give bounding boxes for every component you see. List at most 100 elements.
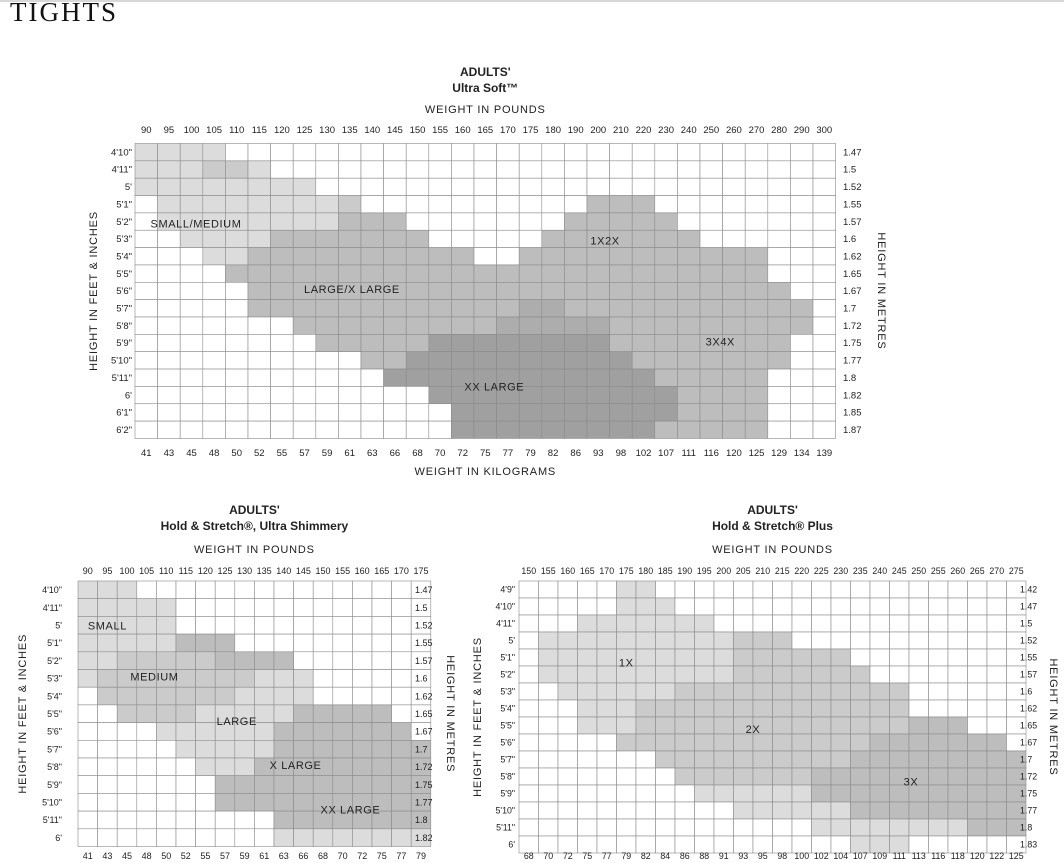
grid-cell (811, 716, 832, 735)
grid-cell (391, 793, 412, 812)
height-ft-tick-label: 5'5" (47, 709, 62, 719)
grid-cell (116, 793, 138, 812)
grid-cell (564, 299, 588, 318)
grid-cell (586, 420, 610, 439)
grid-cell (195, 722, 216, 741)
grid-cell (928, 716, 949, 735)
grid-cell (247, 368, 271, 387)
grid-cell (234, 810, 255, 830)
grid-cell (790, 143, 814, 162)
grid-cell (635, 597, 656, 616)
kilograms-tick-label: 70 (543, 851, 553, 861)
grid-cell (790, 368, 814, 387)
height-ft-tick-label: 4'11" (112, 165, 132, 176)
grid-cell (214, 828, 236, 847)
grid-cell (312, 704, 334, 723)
grid-cell (518, 351, 543, 370)
pounds-tick-label: 175 (413, 566, 428, 576)
pounds-tick-label: 240 (681, 125, 697, 136)
grid-cell (473, 299, 497, 318)
grid-cell (77, 757, 98, 777)
grid-cell (175, 793, 196, 812)
grid-cell (586, 160, 610, 179)
grid-cell (947, 699, 968, 718)
grid-cell (518, 597, 539, 616)
grid-cell (850, 580, 871, 599)
grid-cell (830, 648, 851, 667)
grid-cell (156, 616, 177, 635)
grid-cell (596, 733, 617, 752)
grid-cell (473, 403, 497, 422)
grid-cell (175, 828, 196, 847)
grid-cell (315, 160, 339, 179)
grid-cell (97, 669, 118, 688)
grid-cell (391, 651, 412, 670)
grid-cell (97, 704, 118, 723)
grid-cell (179, 281, 204, 300)
grid-cell (654, 195, 678, 214)
grid-cell (967, 801, 988, 820)
height-ft-tick-label: 5' (508, 636, 515, 646)
grid-cell (247, 351, 271, 370)
grid-cell (722, 351, 746, 370)
kilograms-tick-label: 95 (758, 851, 768, 861)
grid-cell (694, 631, 715, 650)
grid-cell (97, 828, 118, 847)
grid-cell (699, 229, 723, 248)
height-m-tick-label: 1.57 (415, 656, 433, 666)
grid-cell (967, 597, 988, 616)
grid-cell (631, 386, 656, 405)
grid-cell (383, 420, 407, 439)
grid-cell (77, 651, 98, 670)
grid-cell (577, 682, 598, 701)
grid-cell (928, 682, 949, 701)
kilograms-tick-label: 61 (259, 851, 269, 861)
grid-cell (116, 580, 138, 600)
grid-cell (157, 420, 181, 439)
grid-cell (586, 403, 610, 422)
grid-cell (677, 351, 701, 370)
kilograms-tick-label: 104 (833, 851, 848, 861)
grid-cell (635, 648, 656, 667)
kilograms-tick-label: 111 (893, 851, 906, 861)
grid-cell (564, 247, 588, 266)
grid-cell (371, 828, 392, 847)
grid-cell (338, 334, 362, 353)
grid-cell (869, 818, 890, 837)
grid-cell (360, 403, 384, 422)
grid-cell (655, 818, 676, 837)
pounds-tick-label: 190 (677, 566, 692, 576)
height-ft-tick-label: 5'3" (47, 674, 62, 684)
grid-cell (677, 177, 701, 196)
kilograms-tick-label: 134 (794, 448, 810, 459)
grid-cell (928, 784, 949, 803)
grid-cell (616, 784, 637, 803)
grid-cell (596, 631, 617, 650)
grid-cell (830, 818, 851, 837)
pounds-tick-label: 160 (560, 566, 575, 576)
height-m-tick-label: 1.57 (843, 217, 862, 228)
grid-cell (315, 368, 339, 387)
grid-cell (179, 143, 204, 162)
height-m-tick-label: 1.65 (1020, 721, 1037, 731)
grid-cell (391, 580, 412, 600)
kilograms-tick-label: 129 (771, 448, 787, 459)
grid-cell (564, 143, 588, 162)
grid-cell (586, 351, 610, 370)
grid-cell (77, 722, 98, 741)
grid-cell (577, 648, 598, 667)
pounds-tick-label: 255 (931, 566, 946, 576)
grid-cell (371, 669, 392, 688)
kilograms-tick-label: 118 (951, 851, 965, 861)
grid-cell (713, 614, 734, 633)
grid-cell (830, 750, 851, 769)
kilograms-tick-label: 57 (220, 851, 230, 861)
grid-cell (315, 403, 339, 422)
grid-cell (496, 403, 520, 422)
grid-cell (752, 665, 773, 684)
pounds-tick-label: 105 (206, 125, 222, 136)
height-m-tick-label: 1.55 (1020, 653, 1037, 663)
grid-cell (292, 143, 317, 162)
grid-cell (609, 403, 633, 422)
grid-cell (694, 580, 715, 599)
